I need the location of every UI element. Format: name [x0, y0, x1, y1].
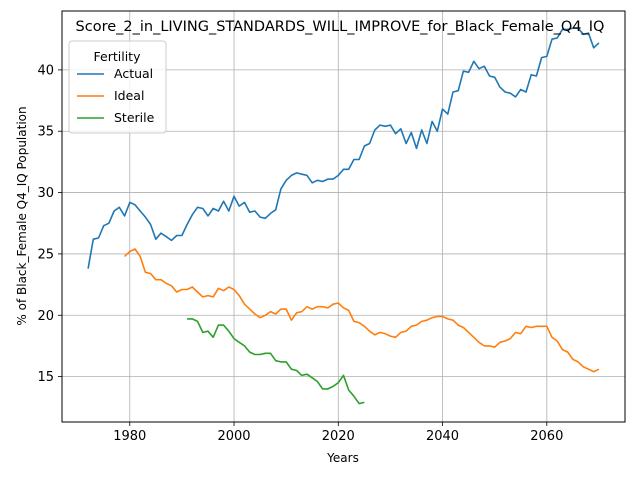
- x-tick-label: 2060: [530, 429, 563, 444]
- legend-item-sterile: Sterile: [77, 110, 155, 125]
- chart-title: Score_2_in_LIVING_STANDARDS_WILL_IMPROVE…: [76, 19, 605, 35]
- x-tick-label: 1980: [113, 429, 146, 444]
- legend-label: Sterile: [114, 110, 155, 125]
- plot-frame: [61, 10, 626, 423]
- series-line-ideal: [124, 248, 600, 373]
- y-tick-label: 20: [37, 309, 54, 324]
- x-tick-label: 2000: [217, 429, 250, 444]
- x-tick-label: 2040: [426, 429, 459, 444]
- legend: Fertility Actual Ideal Sterile: [68, 40, 167, 134]
- y-tick-label: 25: [37, 247, 54, 262]
- series-line-actual: [87, 27, 600, 269]
- legend-item-ideal: Ideal: [77, 88, 144, 103]
- series-layer: [87, 27, 600, 405]
- series-line-sterile: [187, 318, 365, 405]
- legend-box: [68, 40, 167, 134]
- legend-item-actual: Actual: [77, 66, 153, 81]
- y-tick-label: 15: [37, 370, 54, 385]
- legend-label: Ideal: [114, 88, 144, 103]
- x-axis-label: Years: [326, 451, 359, 465]
- legend-label: Actual: [114, 66, 153, 81]
- y-tick-label: 40: [37, 63, 54, 78]
- ticks: 1980 2000 2020 2040 2060 15 20 25 30 35 40: [37, 63, 563, 444]
- legend-title: Fertility: [94, 49, 142, 64]
- x-tick-label: 2020: [322, 429, 355, 444]
- y-tick-label: 30: [37, 186, 54, 201]
- y-tick-label: 35: [37, 125, 54, 140]
- grid: [62, 11, 625, 422]
- y-axis-label: % of Black_Female Q4_IQ Population: [15, 106, 29, 325]
